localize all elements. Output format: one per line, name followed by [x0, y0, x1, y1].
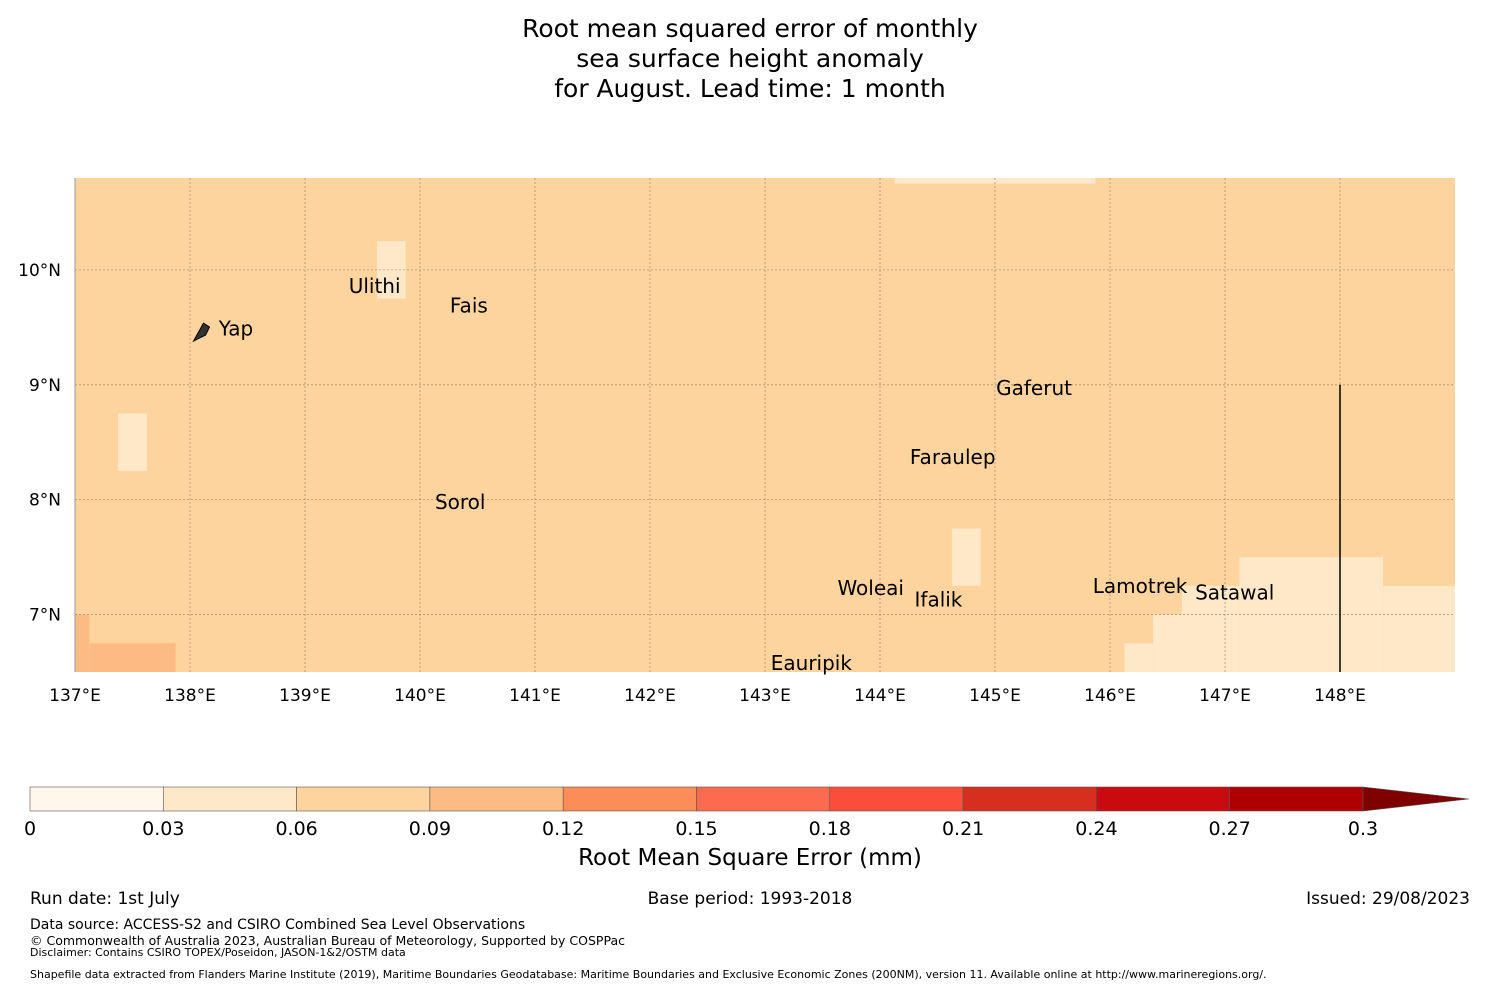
rmse-cell — [951, 528, 981, 586]
colorbar-tick-label: 0.3 — [1348, 818, 1378, 840]
colorbar-swatch — [696, 786, 831, 812]
run-date: Run date: 1st July — [30, 889, 180, 909]
colorbar-swatch — [429, 786, 564, 812]
rmse-cell — [1181, 585, 1240, 672]
title-line-2: sea surface height anomaly — [576, 44, 924, 73]
lon-tick-label: 139°E — [279, 686, 331, 706]
place-label: Lamotrek — [1093, 574, 1188, 598]
issued-date: Issued: 29/08/2023 — [1306, 889, 1470, 909]
rmse-cell — [89, 643, 176, 672]
yap-island-shape — [192, 322, 211, 343]
lon-tick-label: 140°E — [394, 686, 446, 706]
lon-tick-label: 148°E — [1314, 686, 1366, 706]
rmse-cell — [1124, 643, 1154, 672]
lon-tick-label: 137°E — [49, 686, 101, 706]
rmse-cell — [75, 614, 90, 672]
lat-tick-label: 8°N — [29, 491, 61, 511]
data-source: Data source: ACCESS-S2 and CSIRO Combine… — [30, 917, 526, 933]
lon-tick-label: 143°E — [739, 686, 791, 706]
colorbar-swatch — [1229, 786, 1364, 812]
base-period: Base period: 1993-2018 — [647, 889, 853, 909]
colorbar-tick-label: 0 — [24, 818, 36, 840]
rmse-cell — [1153, 614, 1182, 672]
colorbar-swatch — [296, 786, 431, 812]
place-label: Woleai — [837, 576, 904, 600]
colorbar-swatch — [962, 786, 1097, 812]
colorbar: 0 0.03 0.06 0.09 0.12 0.15 0.18 0.21 0.24 0.27 0.3 — [24, 786, 1470, 840]
place-label: Eauripik — [771, 651, 853, 675]
colorbar-swatch — [1096, 786, 1231, 812]
copyright: © Commonwealth of Australia 2023, Austra… — [30, 933, 625, 948]
place-label: Ifalik — [915, 588, 963, 612]
place-label: Ulithi — [349, 274, 401, 298]
shapefile-credit: Shapefile data extracted from Flanders M… — [30, 968, 1267, 981]
title-line-3: for August. Lead time: 1 month — [554, 74, 946, 103]
colorbar-tick-label: 0.12 — [542, 818, 584, 840]
colorbar-tick-label: 0.15 — [675, 818, 717, 840]
lon-tick-label: 138°E — [164, 686, 216, 706]
colorbar-swatch — [829, 786, 964, 812]
lon-tick-label: 142°E — [624, 686, 676, 706]
lon-tick-label: 144°E — [854, 686, 906, 706]
colorbar-tick-label: 0.18 — [809, 818, 851, 840]
place-label: Satawal — [1195, 581, 1274, 605]
colorbar-swatch — [562, 786, 697, 812]
colorbar-tick-label: 0.27 — [1209, 818, 1251, 840]
colorbar-tick-label: 0.09 — [409, 818, 451, 840]
disclaimer: Disclaimer: Contains CSIRO TOPEX/Poseido… — [30, 946, 406, 959]
colorbar-tick-label: 0.06 — [275, 818, 317, 840]
chart-title: Root mean squared error of monthly sea s… — [0, 14, 1500, 104]
place-label: Yap — [218, 316, 253, 340]
place-label: Gaferut — [996, 376, 1072, 400]
colorbar-tick-label: 0.21 — [942, 818, 984, 840]
lat-tick-label: 7°N — [29, 606, 61, 626]
colorbar-tick-label: 0.03 — [142, 818, 184, 840]
lon-tick-label: 145°E — [969, 686, 1021, 706]
place-label: Faraulep — [910, 445, 996, 469]
lon-tick-label: 146°E — [1084, 686, 1136, 706]
colorbar-swatch — [29, 786, 164, 812]
lon-tick-label: 141°E — [509, 686, 561, 706]
rmse-cell — [894, 178, 1096, 184]
place-label: Sorol — [435, 490, 486, 514]
lat-tick-label: 10°N — [18, 261, 61, 281]
lat-tick-label: 9°N — [29, 376, 61, 396]
colorbar-swatch — [163, 786, 297, 812]
colorbar-extend-arrow — [1362, 786, 1470, 812]
map-area: 137°E 138°E 139°E 140°E 141°E 142°E 143°E 144°E… — [18, 178, 1455, 706]
title-line-1: Root mean squared error of monthly — [522, 14, 978, 43]
lon-tick-label: 147°E — [1199, 686, 1251, 706]
colorbar-label: Root Mean Square Error (mm) — [578, 845, 922, 871]
rmse-cell — [118, 413, 147, 471]
rmse-cell — [1383, 585, 1455, 672]
colorbar-tick-label: 0.24 — [1075, 818, 1117, 840]
place-label: Fais — [450, 294, 488, 318]
